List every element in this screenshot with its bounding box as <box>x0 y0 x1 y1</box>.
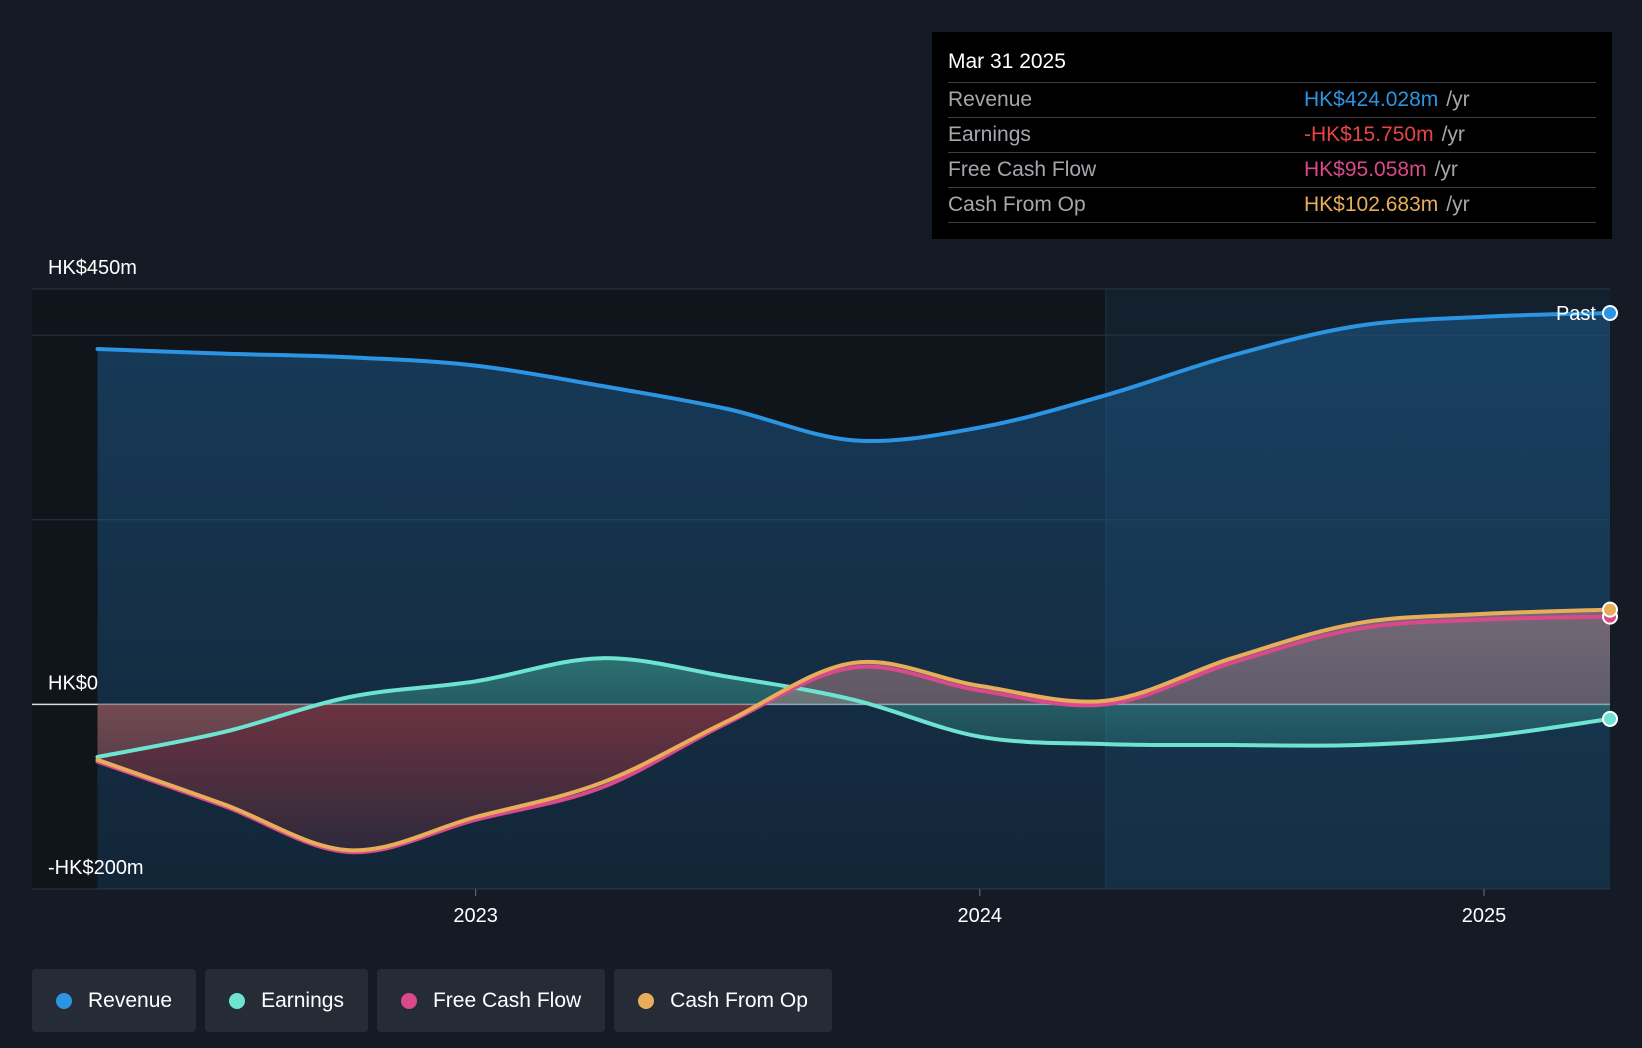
y-axis-labels: HK$450m HK$0 -HK$200m <box>48 257 144 879</box>
legend-dot-icon <box>400 992 417 1009</box>
revenue-end-marker <box>1602 305 1618 321</box>
tooltip-row-free-cash-flow: Free Cash Flow HK$95.058m /yr <box>948 152 1596 187</box>
cash-from-op-negative-area <box>97 704 1610 851</box>
series-end-markers <box>1602 305 1618 727</box>
legend-item-cash-from-op[interactable]: Cash From Op <box>614 969 832 1032</box>
x-axis-label: 2024 <box>958 905 1003 927</box>
cash-from-op-line <box>95 607 1612 853</box>
legend-label: Cash From Op <box>670 988 808 1012</box>
tooltip-date: Mar 31 2025 <box>948 50 1066 73</box>
tooltip-label: Revenue <box>948 88 1033 111</box>
tooltip-row-revenue: Revenue HK$424.028m /yr <box>948 82 1596 117</box>
tooltip: Mar 31 2025 Revenue HK$424.028m /yr Earn… <box>932 32 1612 239</box>
x-axis-label: 2025 <box>1462 905 1507 927</box>
tooltip-unit: /yr <box>1434 158 1458 181</box>
tooltip-unit: /yr <box>1441 123 1465 146</box>
legend-item-revenue[interactable]: Revenue <box>32 969 197 1032</box>
legend-label: Revenue <box>88 988 173 1012</box>
earnings-line <box>95 656 1612 759</box>
cash-from-op-end-marker <box>1602 601 1618 618</box>
revenue-line <box>95 311 1612 444</box>
legend-item-free-cash-flow[interactable]: Free Cash Flow <box>376 969 606 1032</box>
legend-label: Free Cash Flow <box>432 988 582 1012</box>
y-axis-label: HK$0 <box>48 672 98 694</box>
tooltip-label: Cash From Op <box>948 193 1086 216</box>
tooltip-value: -HK$15.750m <box>1304 123 1434 146</box>
legend-label: Earnings <box>261 988 344 1012</box>
x-axis-labels: 2023 2024 2025 <box>453 889 1506 927</box>
tooltip-value: HK$102.683m <box>1304 193 1439 216</box>
legend-item-earnings[interactable]: Earnings <box>205 969 368 1032</box>
earnings-end-marker <box>1602 710 1618 727</box>
cash-from-op-positive-area <box>759 609 1610 705</box>
chart: HK$450m HK$0 -HK$200m 2023 2024 2025 Past <box>32 257 1618 927</box>
x-axis-label: 2023 <box>453 905 498 927</box>
tooltip-row-cash-from-op: Cash From Op HK$102.683m /yr <box>948 187 1596 223</box>
tooltip-unit: /yr <box>1446 193 1470 216</box>
past-label: Past <box>1556 303 1596 325</box>
tooltip-label: Earnings <box>948 123 1031 146</box>
legend-dot-icon <box>56 992 72 1009</box>
tooltip-value: HK$95.058m <box>1304 158 1427 181</box>
series-lines <box>95 311 1612 855</box>
tooltip-label: Free Cash Flow <box>948 158 1097 181</box>
legend-dot-icon <box>229 992 246 1009</box>
tooltip-row-earnings: Earnings -HK$15.750m /yr <box>948 117 1596 152</box>
tooltip-unit: /yr <box>1446 88 1470 111</box>
tooltip-value: HK$424.028m <box>1304 88 1439 111</box>
y-axis-label: -HK$200m <box>48 857 144 879</box>
y-axis-label: HK$450m <box>48 257 137 279</box>
legend: Revenue Earnings Free Cash Flow Cash Fro… <box>32 969 832 1032</box>
legend-dot-icon <box>638 992 655 1009</box>
